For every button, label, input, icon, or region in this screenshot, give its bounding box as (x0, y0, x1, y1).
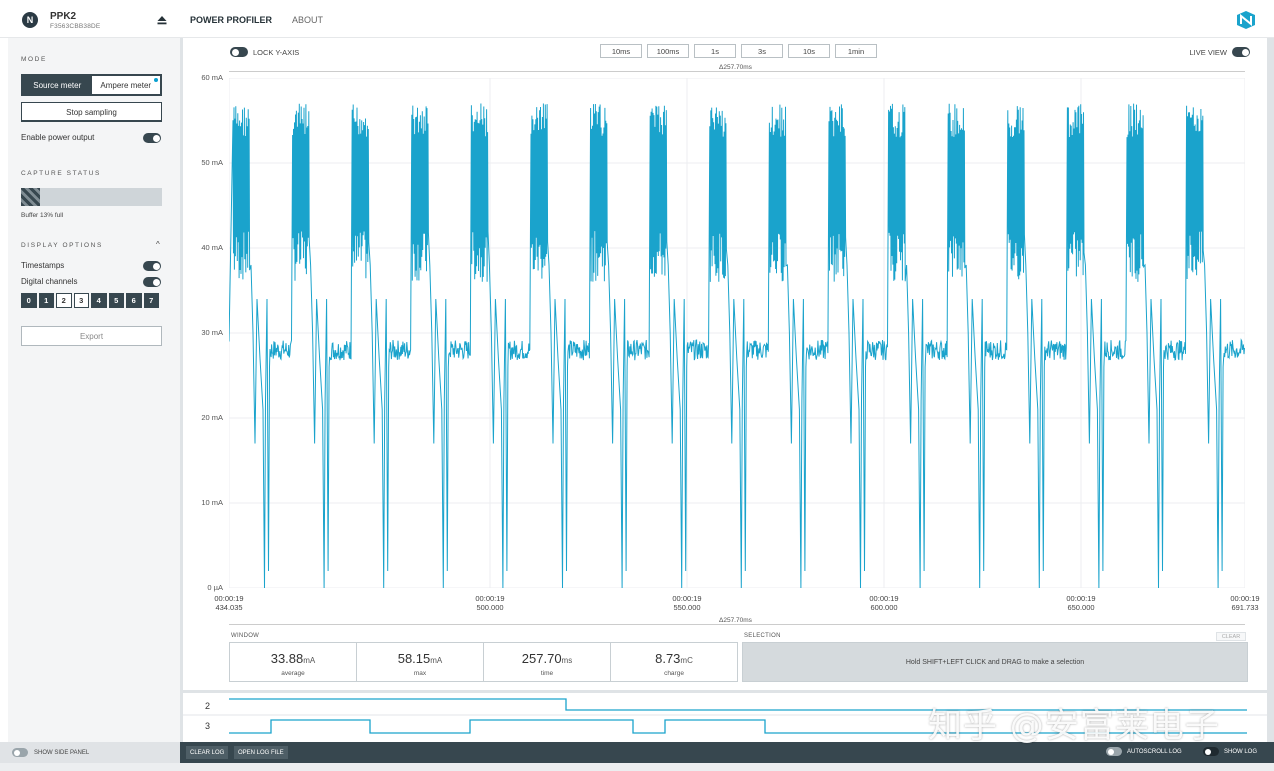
timestamps-toggle[interactable] (143, 261, 161, 271)
current-chart[interactable] (229, 78, 1245, 588)
channel-7-button[interactable]: 7 (143, 293, 159, 308)
digital-channel-traces (183, 698, 1267, 734)
open-log-file-button[interactable]: OPEN LOG FILE (234, 746, 288, 759)
y-tick-50: 50 mA (201, 158, 223, 167)
stat-charge: 8.73mC charge (610, 642, 738, 682)
timestamps-label: Timestamps (21, 261, 65, 270)
lock-y-axis-toggle[interactable] (230, 47, 248, 57)
zoom-3s-button[interactable]: 3s (741, 44, 783, 58)
show-side-panel-control[interactable]: SHOW SIDE PANEL (0, 742, 180, 763)
digital-channels-panel: 2 3 (180, 690, 1274, 742)
autoscroll-log-label: AUTOSCROLL LOG (1127, 748, 1182, 755)
selection-area[interactable]: Hold SHIFT+LEFT CLICK and DRAG to make a… (742, 642, 1248, 682)
eject-icon[interactable] (157, 15, 167, 25)
ampere-meter-button[interactable]: Ampere meter (91, 76, 160, 94)
autoscroll-log-control[interactable]: AUTOSCROLL LOG (1106, 747, 1182, 756)
zoom-10s-button[interactable]: 10s (788, 44, 830, 58)
window-title: WINDOW (231, 633, 260, 639)
lock-y-axis-label: LOCK Y-AXIS (253, 47, 300, 57)
delta-bottom-label: Δ257.70ms (717, 617, 754, 624)
live-view-toggle[interactable] (1232, 47, 1250, 57)
sampling-progress-bar (21, 120, 162, 122)
device-name: PPK2 (50, 11, 77, 22)
x-tick-5: 00:00:19 691.733 (1230, 594, 1260, 612)
show-log-label: SHOW LOG (1224, 748, 1258, 755)
stat-max: 58.15mA max (356, 642, 484, 682)
tab-power-profiler[interactable]: POWER PROFILER (190, 15, 273, 25)
buffer-status-text: Buffer 13% full (21, 212, 64, 219)
x-tick-2: 00:00:19 550.000 (672, 594, 702, 612)
zoom-1s-button[interactable]: 1s (694, 44, 736, 58)
x-tick-1: 00:00:19 500.000 (475, 594, 505, 612)
digital-channel-3-label: 3 (205, 721, 211, 731)
channel-4-button[interactable]: 4 (91, 293, 107, 308)
nordic-chip-icon: N (22, 12, 38, 28)
top-bar: N PPK2 F3563CBB38DE POWER PROFILER ABOUT (0, 0, 1274, 38)
clear-log-button[interactable]: CLEAR LOG (186, 746, 229, 759)
digital-channel-selector: 0 1 2 3 4 5 6 7 (21, 293, 159, 308)
device-serial: F3563CBB38DE (50, 23, 101, 30)
delta-line-bottom (229, 624, 1245, 625)
mode-switch: Source meter Ampere meter (21, 74, 162, 96)
mode-title: MODE (21, 56, 47, 63)
autoscroll-log-toggle[interactable] (1106, 747, 1122, 756)
delta-line-top (229, 71, 1245, 72)
buffer-fill (21, 188, 40, 206)
clear-selection-button[interactable]: CLEAR (1216, 632, 1246, 641)
buffer-bar (21, 188, 162, 206)
watermark-text: 知乎 @安富莱电子 (928, 706, 1220, 746)
selection-title: SELECTION (744, 633, 781, 639)
display-options-title: DISPLAY OPTIONS (21, 242, 103, 249)
y-tick-20: 20 mA (201, 413, 223, 422)
chart-panel: LOCK Y-AXIS 10ms 100ms 1s 3s 10s 1min LI… (180, 38, 1274, 690)
digital-channels-label: Digital channels (21, 277, 78, 286)
show-log-toggle[interactable] (1203, 747, 1219, 756)
zoom-10ms-button[interactable]: 10ms (600, 44, 642, 58)
channel-3-button[interactable]: 3 (73, 293, 89, 308)
delta-top-label: Δ257.70ms (717, 64, 754, 71)
digital-channel-2-label: 2 (205, 701, 211, 711)
chart-toolbar: LOCK Y-AXIS 10ms 100ms 1s 3s 10s 1min LI… (183, 38, 1267, 66)
main-nav: POWER PROFILER ABOUT (190, 15, 323, 25)
channel-5-button[interactable]: 5 (108, 293, 124, 308)
live-view-control[interactable]: LIVE VIEW (1189, 47, 1250, 57)
show-side-panel-toggle[interactable] (12, 748, 28, 757)
x-tick-0: 00:00:19 434.035 (214, 594, 244, 612)
log-toolbar (180, 742, 1274, 763)
channel-0-button[interactable]: 0 (21, 293, 37, 308)
channel-2-button[interactable]: 2 (56, 293, 72, 308)
x-tick-3: 00:00:19 600.000 (869, 594, 899, 612)
show-side-panel-label: SHOW SIDE PANEL (34, 749, 90, 756)
y-tick-0: 0 µA (207, 583, 223, 592)
tab-about[interactable]: ABOUT (292, 15, 324, 25)
side-panel: MODE Source meter Ampere meter Stop samp… (8, 38, 180, 742)
y-tick-40: 40 mA (201, 243, 223, 252)
stop-sampling-button[interactable]: Stop sampling (21, 102, 162, 122)
channel-1-button[interactable]: 1 (38, 293, 54, 308)
source-meter-button[interactable]: Source meter (33, 80, 82, 90)
stat-average: 33.88mA average (229, 642, 357, 682)
collapse-chevron-icon[interactable]: ^ (156, 240, 160, 249)
export-button[interactable]: Export (21, 326, 162, 346)
device-selector[interactable]: N PPK2 F3563CBB38DE (0, 0, 180, 38)
channel-6-button[interactable]: 6 (126, 293, 142, 308)
nordic-logo-icon (1237, 11, 1255, 29)
capture-status-title: CAPTURE STATUS (21, 170, 101, 177)
y-tick-30: 30 mA (201, 328, 223, 337)
show-log-control[interactable]: SHOW LOG (1203, 747, 1257, 756)
lock-y-axis-control[interactable]: LOCK Y-AXIS (230, 47, 299, 57)
y-tick-60: 60 mA (201, 73, 223, 82)
x-tick-4: 00:00:19 650.000 (1066, 594, 1096, 612)
enable-power-output-toggle[interactable] (143, 133, 161, 143)
zoom-1min-button[interactable]: 1min (835, 44, 877, 58)
stat-time: 257.70ms time (483, 642, 611, 682)
y-tick-10: 10 mA (201, 498, 223, 507)
live-view-label: LIVE VIEW (1189, 47, 1227, 57)
zoom-buttons: 10ms 100ms 1s 3s 10s 1min (600, 44, 877, 58)
digital-channels-toggle[interactable] (143, 277, 161, 287)
enable-power-output-label: Enable power output (21, 133, 95, 142)
zoom-100ms-button[interactable]: 100ms (647, 44, 689, 58)
